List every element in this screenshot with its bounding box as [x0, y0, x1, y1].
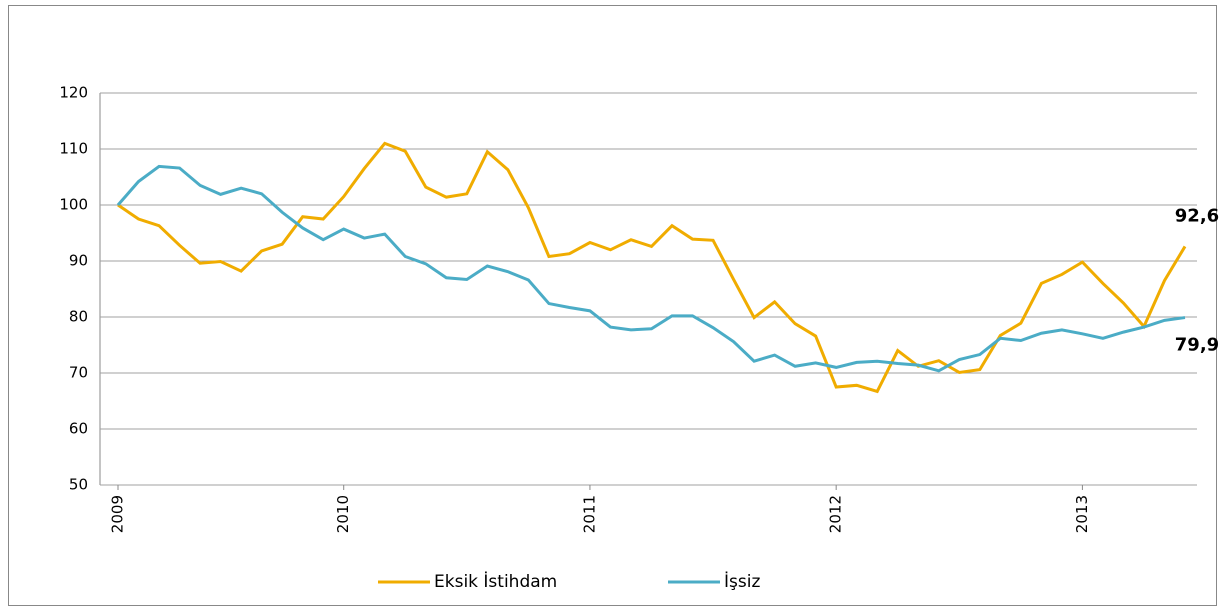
- x-tick-label: 2012: [827, 495, 845, 533]
- y-tick-label: 110: [59, 140, 88, 158]
- y-tick-label: 60: [69, 420, 88, 438]
- x-tick-label: 2013: [1073, 495, 1091, 533]
- chart-frame: [8, 5, 1217, 606]
- y-tick-label: 100: [59, 196, 88, 214]
- series-line: [116, 164, 1186, 373]
- y-tick-label: 80: [69, 308, 88, 326]
- y-tick-label: 90: [69, 252, 88, 270]
- series-line: [117, 141, 1187, 394]
- y-tick-label: 70: [69, 364, 88, 382]
- y-tick-label: 120: [59, 84, 88, 102]
- data-label: 92,6: [1175, 205, 1219, 226]
- x-tick-label: 2011: [580, 495, 598, 533]
- legend-label: İşsiz: [724, 571, 760, 592]
- x-tick-label: 2010: [334, 495, 352, 533]
- y-tick-label: 50: [69, 476, 88, 494]
- x-tick-label: 2009: [109, 495, 127, 533]
- legend-label: Eksik İstihdam: [434, 571, 557, 592]
- data-label: 79,9: [1175, 335, 1219, 356]
